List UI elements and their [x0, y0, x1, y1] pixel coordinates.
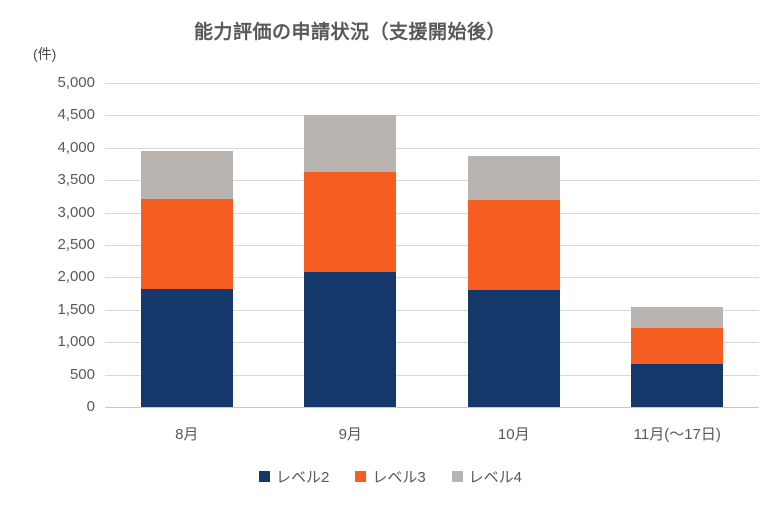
- bar-slot: [596, 83, 760, 407]
- bars-layer: [105, 83, 759, 407]
- gridline: [105, 309, 759, 311]
- bar-segment-レベル2: [304, 272, 397, 407]
- x-axis-line: [105, 407, 759, 408]
- y-axis-tick-label: 1,000: [57, 333, 95, 351]
- x-axis-tick-label: 10月: [497, 426, 530, 443]
- gridline: [105, 147, 759, 149]
- bar-segment-レベル4: [467, 155, 560, 201]
- bar-segment-レベル2: [140, 289, 233, 407]
- stacked-bar-1: [140, 151, 233, 407]
- gridline: [105, 212, 759, 214]
- stacked-bar-3: [467, 155, 560, 407]
- legend-swatch-icon: [451, 471, 463, 482]
- bar-segment-レベル3: [631, 328, 724, 364]
- x-axis: 8月 9月 10月 11月(～17日): [105, 423, 759, 444]
- legend-label: レベル3: [372, 469, 426, 486]
- y-axis-tick-label: 3,500: [57, 171, 95, 189]
- legend-label: レベル2: [275, 469, 330, 486]
- bar-segment-レベル2: [631, 363, 724, 407]
- bar-slot: [269, 83, 433, 407]
- gridline: [105, 115, 759, 117]
- y-axis-unit-label: (件): [33, 46, 57, 62]
- bar-segment-レベル4: [140, 151, 233, 200]
- legend-item: レベル4: [451, 466, 523, 487]
- bar-slot: [432, 83, 596, 407]
- y-axis-tick-label: 1,500: [57, 300, 95, 318]
- x-axis-tick-label: 11月(～17日): [633, 426, 721, 443]
- y-axis-tick-label: 5,000: [57, 74, 95, 91]
- y-axis-tick-label: 0: [86, 398, 95, 415]
- plot-area: [105, 83, 759, 408]
- bar-segment-レベル3: [467, 200, 560, 291]
- gridline: [105, 342, 759, 344]
- bar-segment-レベル4: [304, 115, 397, 173]
- legend-item: レベル3: [355, 466, 426, 487]
- y-axis-tick-label: 2,500: [57, 236, 95, 253]
- legend-label: レベル4: [468, 469, 523, 486]
- legend-swatch-icon: [258, 471, 270, 482]
- gridline: [105, 277, 759, 279]
- gridline: [105, 83, 759, 84]
- y-axis-tick-label: 500: [69, 365, 95, 383]
- bar-segment-レベル2: [467, 290, 560, 407]
- y-axis: 5,000 4,500 4,000 3,500 3,000 2,500 2,000 1,500…: [0, 74, 95, 415]
- stacked-bar-4: [631, 306, 724, 407]
- legend-swatch-icon: [355, 471, 367, 482]
- legend-item: レベル2: [258, 466, 330, 487]
- x-axis-tick-label: 8月: [175, 426, 199, 443]
- bar-segment-レベル3: [304, 172, 397, 273]
- y-axis-tick-label: 3,000: [57, 203, 95, 221]
- x-axis-tick-label: 9月: [338, 426, 362, 443]
- y-axis-tick-label: 2,000: [57, 268, 95, 286]
- gridline: [105, 374, 759, 376]
- gridline: [105, 245, 759, 246]
- legend: レベル2 レベル3 レベル4: [0, 466, 781, 487]
- y-axis-tick-label: 4,000: [57, 138, 95, 156]
- stacked-bar-2: [304, 115, 397, 407]
- gridline: [105, 180, 759, 182]
- y-axis-tick-label: 4,500: [57, 106, 95, 124]
- bar-slot: [105, 83, 269, 407]
- chart-title: 能力評価の申請状況（支援開始後）: [193, 22, 507, 43]
- bar-segment-レベル3: [140, 199, 233, 290]
- bar-segment-レベル4: [631, 306, 724, 329]
